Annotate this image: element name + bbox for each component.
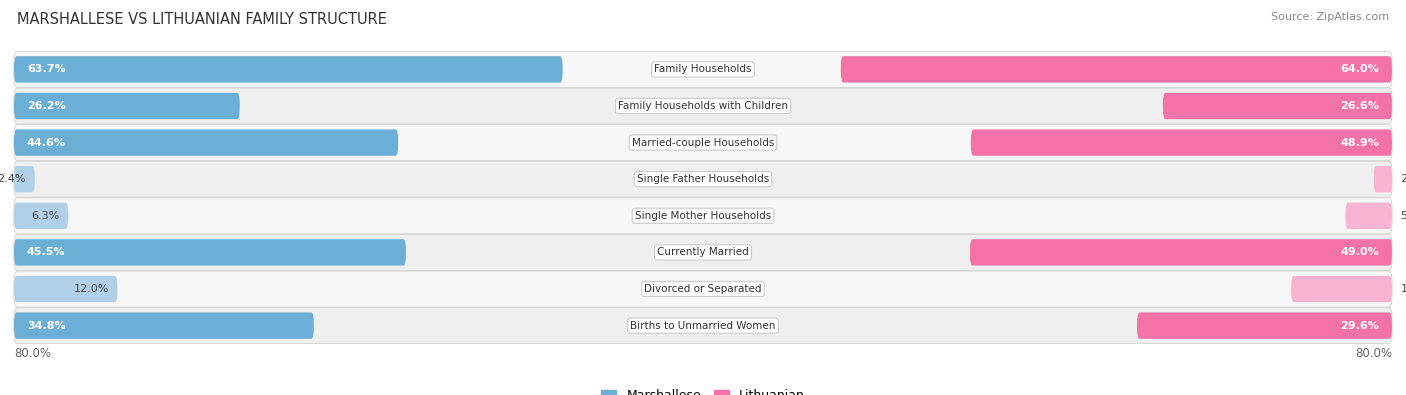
Text: 29.6%: 29.6% — [1340, 321, 1379, 331]
Text: Family Households: Family Households — [654, 64, 752, 74]
FancyBboxPatch shape — [14, 308, 1392, 344]
FancyBboxPatch shape — [14, 56, 562, 83]
FancyBboxPatch shape — [14, 93, 239, 119]
FancyBboxPatch shape — [841, 56, 1392, 83]
Text: Married-couple Households: Married-couple Households — [631, 137, 775, 148]
Text: Currently Married: Currently Married — [657, 247, 749, 258]
Text: Source: ZipAtlas.com: Source: ZipAtlas.com — [1271, 12, 1389, 22]
FancyBboxPatch shape — [1291, 276, 1392, 302]
FancyBboxPatch shape — [1374, 166, 1392, 192]
FancyBboxPatch shape — [14, 125, 1392, 160]
Text: 6.3%: 6.3% — [31, 211, 59, 221]
Text: 26.6%: 26.6% — [1340, 101, 1379, 111]
Legend: Marshallese, Lithuanian: Marshallese, Lithuanian — [596, 384, 810, 395]
Text: 80.0%: 80.0% — [1355, 346, 1392, 359]
FancyBboxPatch shape — [14, 198, 1392, 234]
FancyBboxPatch shape — [14, 312, 314, 339]
Text: 12.0%: 12.0% — [73, 284, 108, 294]
Text: 48.9%: 48.9% — [1340, 137, 1379, 148]
Text: Single Mother Households: Single Mother Households — [636, 211, 770, 221]
Text: 2.1%: 2.1% — [1400, 174, 1406, 184]
Text: Births to Unmarried Women: Births to Unmarried Women — [630, 321, 776, 331]
Text: 45.5%: 45.5% — [27, 247, 66, 258]
FancyBboxPatch shape — [970, 130, 1392, 156]
FancyBboxPatch shape — [14, 239, 406, 265]
Text: Family Households with Children: Family Households with Children — [619, 101, 787, 111]
Text: 26.2%: 26.2% — [27, 101, 66, 111]
FancyBboxPatch shape — [14, 203, 69, 229]
FancyBboxPatch shape — [14, 276, 117, 302]
FancyBboxPatch shape — [970, 239, 1392, 265]
Text: 11.7%: 11.7% — [1400, 284, 1406, 294]
FancyBboxPatch shape — [1163, 93, 1392, 119]
FancyBboxPatch shape — [14, 166, 35, 192]
Text: MARSHALLESE VS LITHUANIAN FAMILY STRUCTURE: MARSHALLESE VS LITHUANIAN FAMILY STRUCTU… — [17, 12, 387, 27]
Text: 63.7%: 63.7% — [27, 64, 66, 74]
FancyBboxPatch shape — [1346, 203, 1392, 229]
Text: 2.4%: 2.4% — [0, 174, 27, 184]
Text: 34.8%: 34.8% — [27, 321, 66, 331]
Text: Single Father Households: Single Father Households — [637, 174, 769, 184]
FancyBboxPatch shape — [14, 88, 1392, 124]
Text: 44.6%: 44.6% — [27, 137, 66, 148]
FancyBboxPatch shape — [14, 161, 1392, 197]
FancyBboxPatch shape — [14, 235, 1392, 270]
Text: 49.0%: 49.0% — [1340, 247, 1379, 258]
Text: 64.0%: 64.0% — [1340, 64, 1379, 74]
FancyBboxPatch shape — [1137, 312, 1392, 339]
FancyBboxPatch shape — [14, 130, 398, 156]
Text: 5.4%: 5.4% — [1400, 211, 1406, 221]
Text: 80.0%: 80.0% — [14, 346, 51, 359]
FancyBboxPatch shape — [14, 271, 1392, 307]
FancyBboxPatch shape — [14, 51, 1392, 87]
Text: Divorced or Separated: Divorced or Separated — [644, 284, 762, 294]
